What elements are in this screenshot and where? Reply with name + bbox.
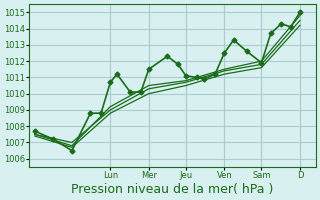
X-axis label: Pression niveau de la mer( hPa ): Pression niveau de la mer( hPa ) (71, 183, 274, 196)
